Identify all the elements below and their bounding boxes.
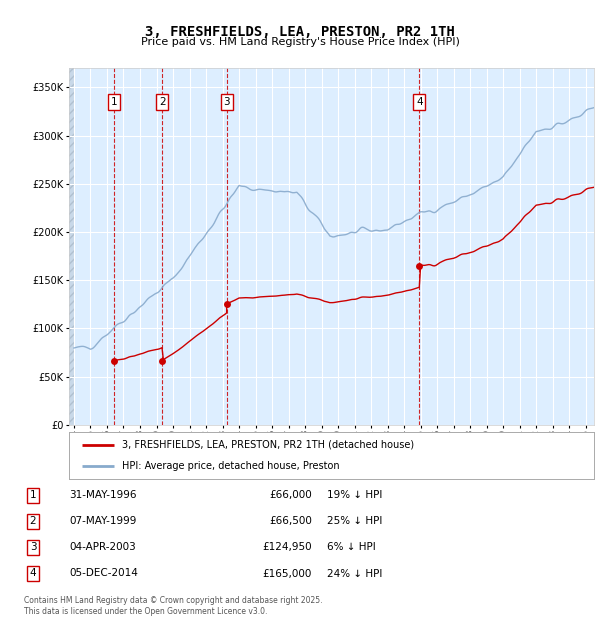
Text: Price paid vs. HM Land Registry's House Price Index (HPI): Price paid vs. HM Land Registry's House …: [140, 37, 460, 47]
Text: £66,500: £66,500: [269, 516, 312, 526]
Text: 2: 2: [159, 97, 166, 107]
Text: £165,000: £165,000: [263, 569, 312, 578]
Text: £66,000: £66,000: [269, 490, 312, 500]
Text: 31-MAY-1996: 31-MAY-1996: [69, 490, 137, 500]
Text: 3: 3: [29, 542, 37, 552]
Text: 1: 1: [110, 97, 117, 107]
Text: 07-MAY-1999: 07-MAY-1999: [69, 516, 136, 526]
Text: 4: 4: [29, 569, 37, 578]
Text: 3: 3: [223, 97, 230, 107]
Text: 04-APR-2003: 04-APR-2003: [69, 542, 136, 552]
Text: 3, FRESHFIELDS, LEA, PRESTON, PR2 1TH: 3, FRESHFIELDS, LEA, PRESTON, PR2 1TH: [145, 25, 455, 39]
Text: Contains HM Land Registry data © Crown copyright and database right 2025.
This d: Contains HM Land Registry data © Crown c…: [24, 596, 323, 616]
Text: 05-DEC-2014: 05-DEC-2014: [69, 569, 138, 578]
Text: 4: 4: [416, 97, 422, 107]
Text: £124,950: £124,950: [262, 542, 312, 552]
Text: 24% ↓ HPI: 24% ↓ HPI: [327, 569, 382, 578]
Text: 6% ↓ HPI: 6% ↓ HPI: [327, 542, 376, 552]
Text: 3, FRESHFIELDS, LEA, PRESTON, PR2 1TH (detached house): 3, FRESHFIELDS, LEA, PRESTON, PR2 1TH (d…: [121, 440, 413, 450]
Text: 2: 2: [29, 516, 37, 526]
Text: HPI: Average price, detached house, Preston: HPI: Average price, detached house, Pres…: [121, 461, 339, 471]
Text: 1: 1: [29, 490, 37, 500]
Text: 19% ↓ HPI: 19% ↓ HPI: [327, 490, 382, 500]
Text: 25% ↓ HPI: 25% ↓ HPI: [327, 516, 382, 526]
